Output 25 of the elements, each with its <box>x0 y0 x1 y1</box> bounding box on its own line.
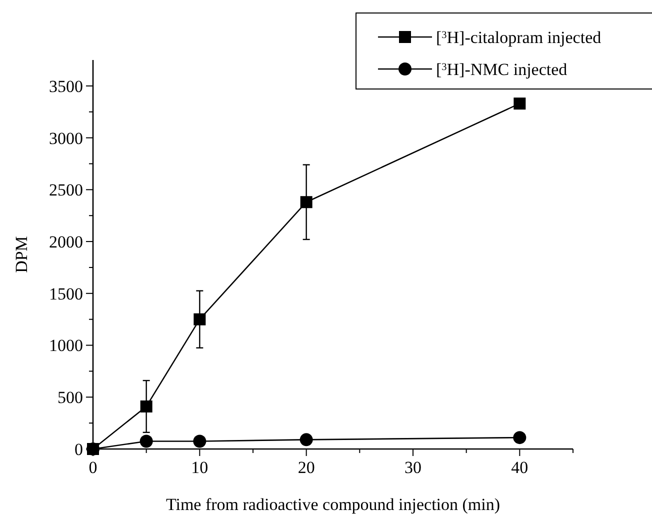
point <box>300 433 313 446</box>
x-tick-label: 30 <box>404 458 422 477</box>
point <box>300 196 312 208</box>
y-tick-label: 3000 <box>49 128 83 148</box>
y-tick-label: 3500 <box>49 76 83 96</box>
y-axis-title: DPM <box>12 236 31 273</box>
point <box>140 434 153 448</box>
y-tick-label: 1000 <box>49 336 83 356</box>
x-tick-label: 0 <box>88 458 98 477</box>
point <box>194 313 206 326</box>
legend-label: [$^{3}$H]-citalopram injected <box>436 28 602 47</box>
y-tick-label: 2500 <box>49 180 83 200</box>
point <box>140 400 152 412</box>
x-axis-title: Time from radioactive compound injection (min) <box>166 495 500 514</box>
y-tick-label: 500 <box>58 388 83 408</box>
x-tick-label: 40 <box>511 458 528 477</box>
y-tick-label: 0 <box>74 440 83 459</box>
x-tick-label: 10 <box>191 458 208 477</box>
x-tick-label: 20 <box>298 458 315 477</box>
point <box>514 98 526 110</box>
point <box>513 431 526 444</box>
y-tick-label: 2000 <box>49 232 83 252</box>
legend-label: [$^{3}$H]-NMC injected <box>436 60 568 79</box>
point <box>193 434 206 448</box>
y-tick-label: 1500 <box>49 284 83 304</box>
